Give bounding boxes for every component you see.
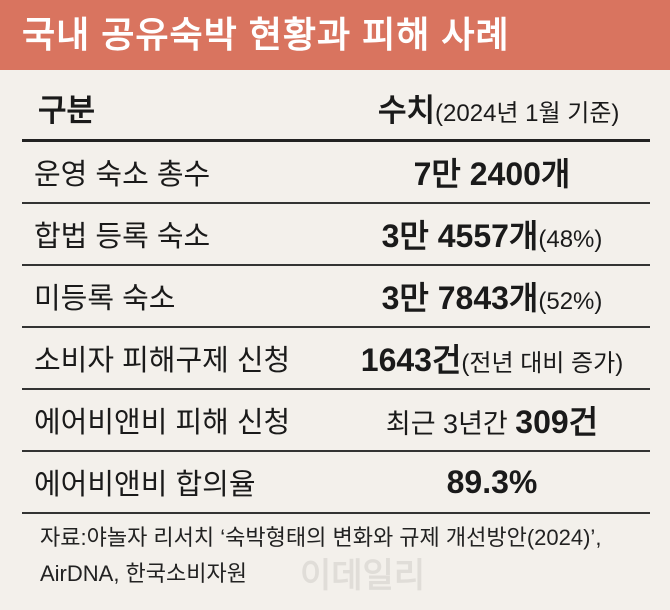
value-note: (48%): [538, 226, 603, 253]
row-label: 소비자 피해구제 신청: [34, 345, 291, 377]
header-cell: 구분: [38, 93, 96, 128]
row-label: 미등록 숙소: [34, 283, 176, 315]
table-row: 에어비앤비 피해 신청 최근 3년간 309건: [22, 390, 650, 452]
row-value: 3만 4557개(48%): [334, 211, 650, 257]
header-note: (2024년 1월 기준): [435, 100, 620, 127]
value: 89.3%: [446, 463, 538, 500]
title-bar: 국내 공유숙박 현황과 피해 사례: [0, 0, 670, 70]
value-prefix: 최근 3년간: [385, 409, 508, 439]
row-value: 최근 3년간 309건: [334, 397, 650, 443]
row-value: 89.3%: [334, 464, 650, 501]
row-label: 에어비앤비 피해 신청: [34, 407, 291, 439]
table-row: 미등록 숙소 3만 7843개(52%): [22, 266, 650, 328]
value: 3만 7843개: [381, 280, 539, 316]
table-row: 합법 등록 숙소 3만 4557개(48%): [22, 204, 650, 266]
header-text: 수치: [378, 93, 436, 128]
value: 7만 2400개: [413, 156, 571, 192]
source: 자료:야놀자 리서치 ‘숙박형태의 변화와 규제 개선방안(2024)’, Ai…: [40, 520, 601, 592]
value-note: (전년 대비 증가): [461, 350, 624, 377]
value: 3만 4557개: [381, 218, 539, 254]
row-label: 에어비앤비 합의율: [34, 469, 256, 501]
watermark: 이데일리: [300, 557, 426, 595]
row-label: 합법 등록 숙소: [34, 221, 211, 253]
row-value: 7만 2400개: [334, 149, 650, 195]
row-label: 운영 숙소 총수: [34, 159, 211, 191]
table-row: 운영 숙소 총수 7만 2400개: [22, 142, 650, 204]
source-line: AirDNA, 한국소비자원: [40, 561, 248, 586]
value: 309건: [515, 404, 599, 440]
table-row: 에어비앤비 합의율 89.3%: [22, 452, 650, 514]
table-row: 소비자 피해구제 신청 1643건(전년 대비 증가): [22, 328, 650, 390]
source-line: 자료:야놀자 리서치 ‘숙박형태의 변화와 규제 개선방안(2024)’,: [40, 525, 602, 550]
row-value: 1643건(전년 대비 증가): [334, 335, 650, 381]
row-value: 3만 7843개(52%): [334, 273, 650, 319]
value: 1643건: [360, 342, 462, 378]
header-cell: 수치(2024년 1월 기준): [338, 85, 650, 130]
value-note: (52%): [538, 288, 603, 315]
table-header: 구분 수치(2024년 1월 기준): [22, 76, 650, 142]
